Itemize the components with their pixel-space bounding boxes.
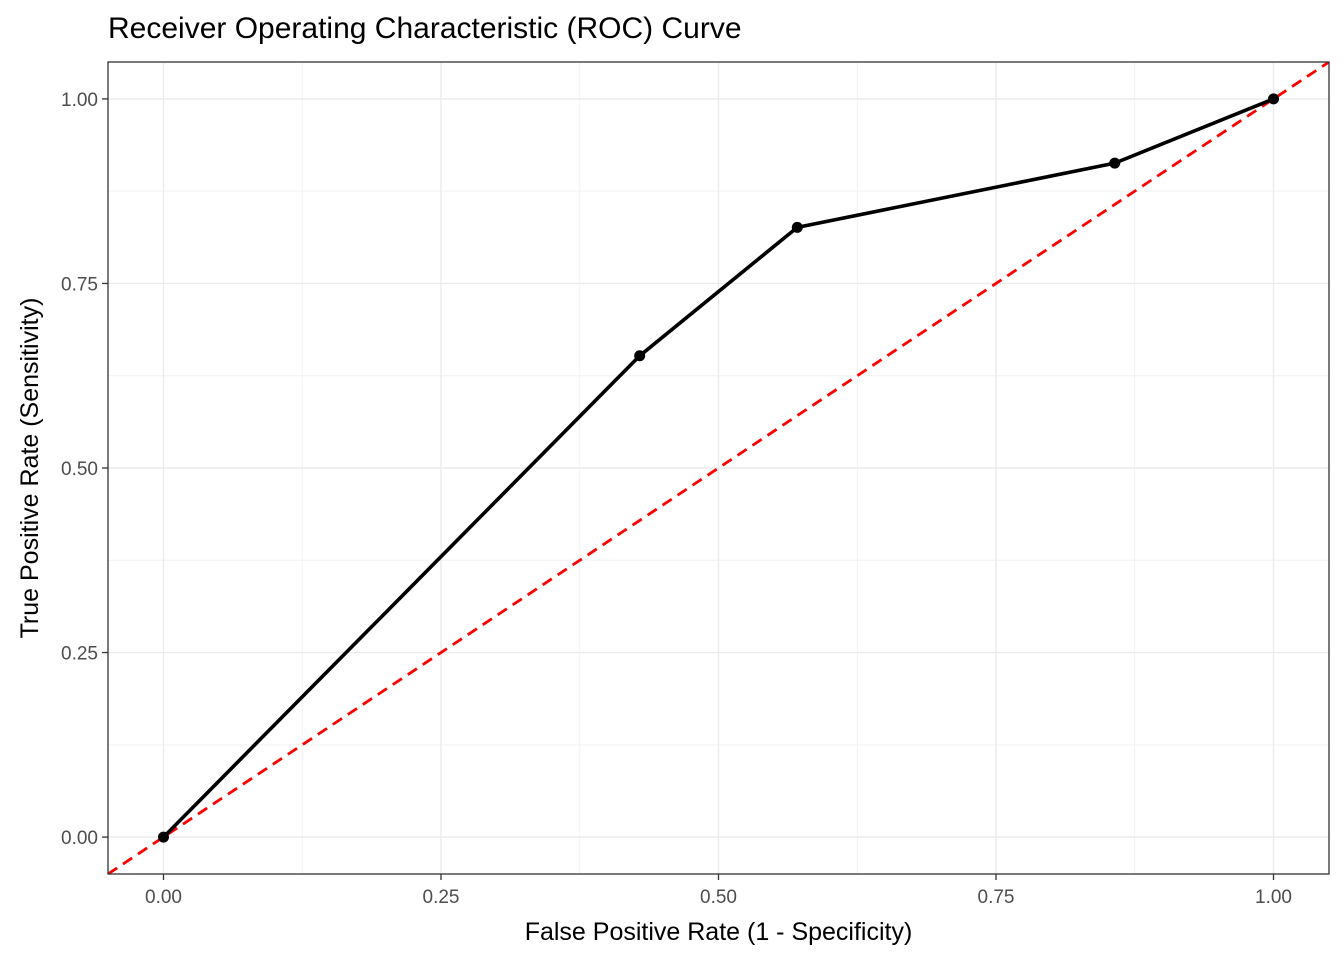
y-tick-label: 1.00	[61, 90, 98, 111]
y-tick-label: 0.75	[61, 274, 98, 295]
reference-diagonal-line	[108, 62, 1329, 874]
x-tick-label: 0.25	[423, 887, 460, 908]
roc-point	[158, 831, 169, 843]
major-gridlines	[108, 62, 1329, 874]
y-tick-label: 0.00	[61, 828, 98, 849]
x-axis-title: False Positive Rate (1 - Specificity)	[525, 918, 913, 946]
y-tick-label: 0.25	[61, 644, 98, 665]
x-tick-label: 0.50	[700, 887, 737, 908]
x-tick-label: 1.00	[1255, 887, 1292, 908]
x-tick-label: 0.75	[978, 887, 1015, 908]
roc-point	[791, 221, 803, 233]
x-tick-label: 0.00	[145, 887, 182, 908]
roc-point	[1109, 157, 1121, 169]
y-tick-label: 0.50	[61, 459, 98, 480]
y-axis-title: True Positive Rate (Sensitivity)	[16, 298, 44, 639]
y-axis: 0.00 0.25 0.50 0.75 1.00	[61, 90, 108, 849]
roc-point	[1268, 93, 1279, 105]
x-axis: 0.00 0.25 0.50 0.75 1.00	[145, 874, 1292, 908]
roc-point	[634, 350, 646, 362]
chart-title: Receiver Operating Characteristic (ROC) …	[108, 12, 742, 45]
